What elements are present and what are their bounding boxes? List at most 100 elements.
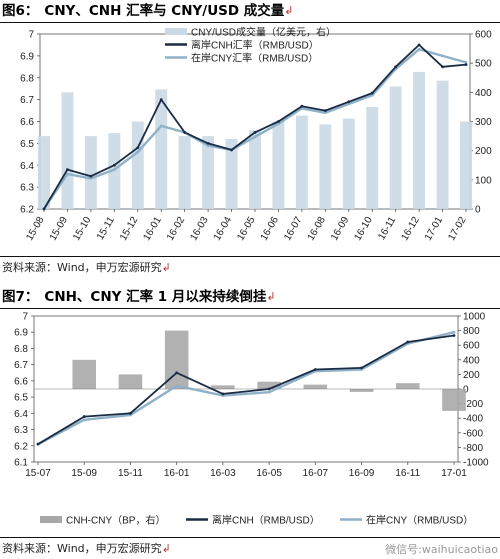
fig6-point-cnh: [464, 63, 468, 67]
fig7-bar-spread: [396, 383, 420, 389]
fig6-x-tick-label: 16-07: [282, 215, 305, 243]
fig6-point-cnh: [42, 207, 46, 211]
fig6-point-cnh: [277, 120, 280, 123]
fig6-point-cny: [206, 144, 210, 147]
fig6-y-tick-label: 6.3: [20, 183, 34, 194]
figure7-label: 图7：: [2, 289, 39, 305]
fig6-y-tick-label: 6.4: [20, 161, 34, 172]
fig6-x-tick-label: 16-02: [165, 215, 188, 243]
fig6-point-cnh: [206, 141, 210, 145]
fig7-y-tick-label: 6.6: [14, 376, 28, 387]
fig6-point-cnh: [112, 163, 116, 167]
fig7-y-tick-label: 7: [22, 312, 28, 323]
fig7-x-tick-label: 15-11: [118, 468, 143, 479]
fig6-bar-vol: [319, 124, 332, 209]
fig6-y-tick-label: 6.2: [20, 205, 34, 216]
fig7-x-tick-label: 16-07: [303, 468, 329, 479]
fig7-line-cnh: [37, 334, 455, 445]
fig6-x-tick-label: 15-08: [24, 215, 47, 243]
fig6-point-cnh: [417, 43, 421, 47]
fig6-point-cny: [89, 176, 93, 180]
fig7-y-tick-label: 6.7: [14, 360, 28, 371]
fig7-y-tick-label: 6.3: [14, 425, 28, 436]
fig6-point-cnh: [66, 168, 69, 172]
fig7-y2-tick-label: 1000: [463, 312, 486, 323]
fig6-bar-vol: [225, 139, 238, 209]
fig6-point-cny: [370, 93, 374, 97]
fig6-y2-tick-label: 500: [475, 59, 492, 70]
fig6-point-cnh: [136, 146, 140, 150]
fig6-bar-vol: [436, 80, 449, 209]
fig6-point-cny: [417, 47, 421, 51]
fig7-point-cnh: [129, 411, 132, 415]
fig7-bar-spread: [118, 374, 143, 389]
figure6-label: 图6：: [2, 3, 39, 19]
fig6-x-tick-label: 16-09: [329, 215, 352, 243]
fig6-x-tick-label: 16-12: [399, 215, 422, 243]
fig6-y2-tick-label: 300: [475, 117, 492, 128]
fig6-y-tick-label: 6.6: [20, 117, 34, 128]
fig7-y-tick-label: 6.5: [14, 393, 28, 404]
fig7-point-cnh: [313, 368, 317, 371]
fig6-legend-swatch-vol: [165, 28, 187, 35]
fig6-point-cnh: [159, 98, 163, 102]
fig6-point-cny: [441, 54, 444, 58]
fig6-point-cnh: [183, 131, 187, 134]
fig7-y2-tick-label: 800: [463, 326, 480, 337]
figure7-source: 资料来源：Wind，申万宏源研究↲: [2, 540, 171, 556]
fig7-x-tick-label: 16-05: [256, 468, 282, 479]
fig6-point-cnh: [394, 65, 398, 69]
fig7-point-cny: [175, 384, 179, 388]
fig6-y2-tick-label: 400: [475, 88, 492, 99]
fig7-y2-tick-label: 600: [463, 341, 480, 352]
figure6-top-rule: [0, 22, 500, 23]
fig6-point-cny: [112, 168, 116, 172]
fig6-point-cny: [66, 172, 69, 176]
fig6-x-tick-label: 17-02: [446, 215, 469, 243]
fig7-y2-tick-label: -1000: [463, 458, 489, 469]
fig6-point-cny: [347, 102, 351, 106]
fig6-bar-vol: [155, 89, 168, 209]
figure6-header: 图6： CNY、CNH 汇率与 CNY/USD 成交量↲: [0, 0, 500, 22]
fig6-x-tick-label: 16-04: [212, 215, 235, 243]
fig6-point-cny: [464, 61, 468, 64]
fig6-bar-vol: [61, 92, 74, 209]
fig7-x-tick-label: 15-09: [71, 468, 97, 479]
fig7-y-tick-label: 6.1: [14, 458, 28, 469]
figure7-source-end-mark: ↲: [161, 542, 171, 555]
fig6-x-tick-label: 15-11: [95, 215, 117, 242]
fig6-legend-label-vol: CNY/USD成交量（亿美元，右）: [191, 26, 336, 39]
fig7-y2-tick-label: -800: [463, 443, 483, 454]
fig6-point-cny: [323, 111, 327, 115]
figure6-chart: 6.2 6.3 6.4 6.5 6.6 6.7 6.8 6.9 7 0 100 200 300 400 50…: [20, 26, 492, 243]
fig6-y2-tick-label: 100: [475, 175, 492, 186]
fig6-bar-vol: [460, 121, 472, 209]
fig6-x-tick-label: 17-01: [423, 215, 446, 243]
fig6-x-tick-label: 16-06: [259, 215, 282, 243]
fig6-bar-vol: [108, 133, 121, 209]
fig7-point-cnh: [221, 392, 225, 396]
fig7-point-cnh: [452, 334, 456, 337]
figure6-title-end-mark: ↲: [284, 4, 294, 17]
fig6-x-tick-label: 16-10: [353, 215, 376, 243]
fig6-bar-vol: [272, 121, 285, 209]
fig7-bar-spread: [164, 330, 189, 389]
fig7-y2-tick-label: 200: [463, 370, 480, 381]
fig6-y2-tick-label: 200: [475, 146, 492, 157]
fig6-point-cnh: [347, 100, 351, 104]
fig7-legend-label-cnh: 离岸CNH（RMB/USD）: [212, 514, 320, 527]
fig6-bar-vol: [249, 130, 261, 209]
fig6-bar-vol: [413, 71, 426, 209]
figure6-title: CNY、CNH 汇率与 CNY/USD 成交量: [44, 3, 285, 19]
fig6-bar-vol: [202, 136, 215, 209]
figure7-title: CNH、CNY 汇率 1 月以来持续倒挂: [44, 289, 267, 305]
fig7-point-cny: [82, 418, 86, 422]
fig6-bar-vol: [178, 136, 191, 209]
fig6-y-tick-label: 6.8: [20, 73, 34, 84]
fig7-bar-spread: [442, 389, 466, 411]
fig6-point-cny: [253, 135, 257, 139]
fig7-y2-tick-label: 400: [463, 355, 480, 366]
fig6-point-cnh: [230, 148, 233, 152]
fig6-point-cny: [159, 124, 163, 128]
fig6-x-tick-label: 16-11: [376, 215, 398, 242]
